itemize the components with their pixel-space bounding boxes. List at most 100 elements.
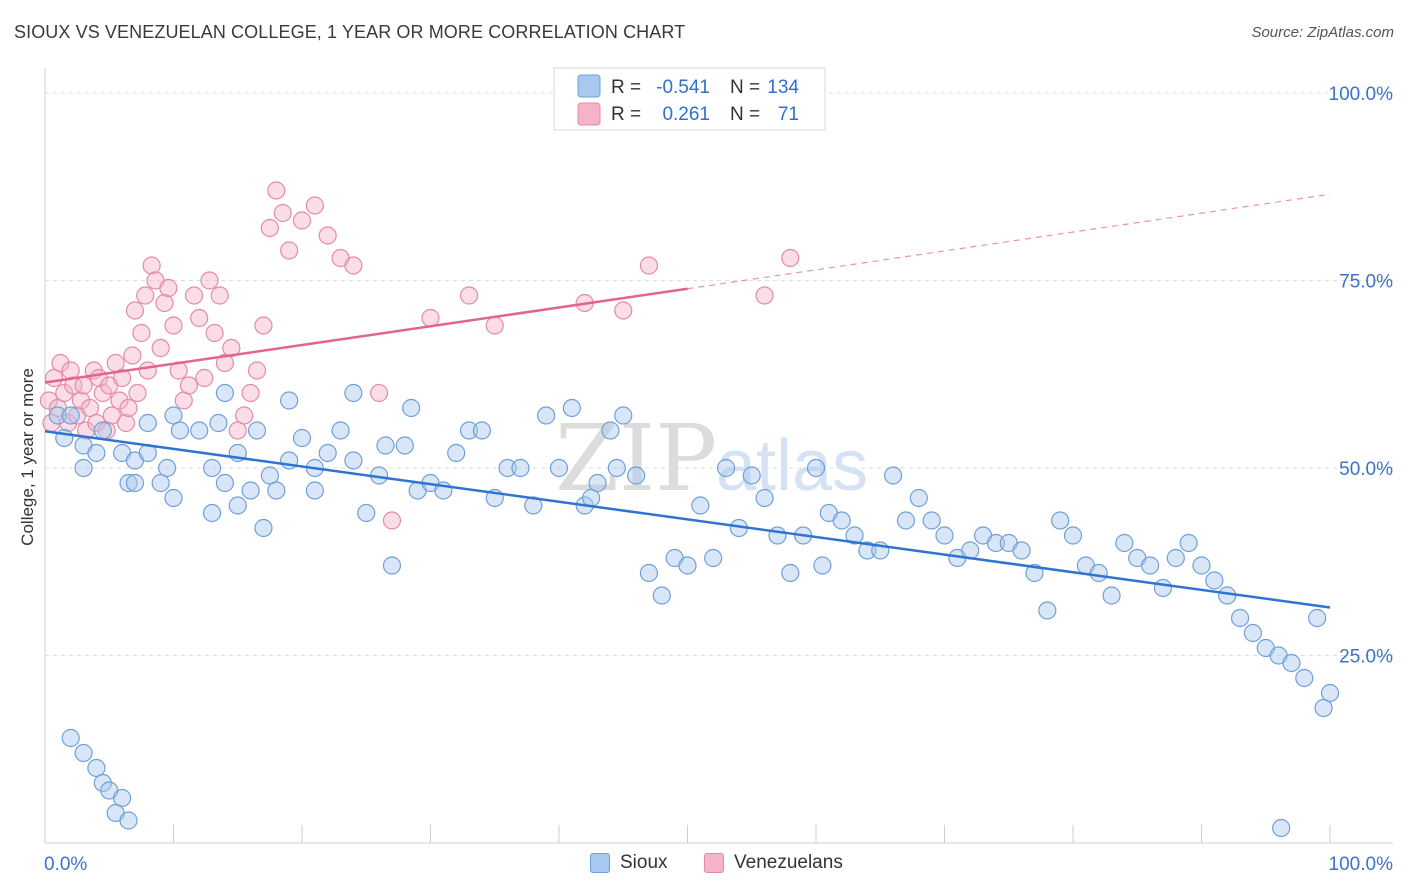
venezuelans-point (179, 376, 199, 395)
venezuelans-point (614, 301, 633, 320)
venezuelans-point (128, 383, 147, 403)
sioux-point (344, 383, 363, 403)
venezuelans-point (235, 406, 254, 425)
sioux-point (883, 466, 903, 485)
sioux-point (768, 526, 787, 545)
watermark-zip: ZIP (555, 405, 717, 512)
sioux-point (402, 398, 421, 418)
sioux-point (331, 421, 350, 440)
venezuelans-swatch (704, 853, 724, 873)
sioux-point (813, 556, 832, 575)
venezuelans-point (382, 511, 402, 530)
sioux-trend-line (44, 430, 1331, 609)
sioux-point (164, 488, 183, 508)
legend-n-label-venezuelans: N = (730, 104, 760, 125)
legend-r-label-venezuelans: R = (611, 104, 641, 125)
sioux-point (1153, 578, 1173, 598)
sioux-point (357, 503, 376, 523)
sioux-point (260, 466, 279, 485)
sioux-point (678, 556, 697, 575)
sioux-point (87, 758, 106, 778)
sioux-point (305, 481, 324, 500)
sioux-point (228, 496, 247, 515)
sioux-point (61, 406, 80, 425)
venezuelans-point (51, 353, 70, 373)
sioux-point (781, 563, 800, 583)
sioux-points (48, 383, 1340, 838)
venezuelans-point (80, 398, 100, 418)
sioux-point (639, 563, 659, 583)
venezuelans-point (215, 353, 234, 373)
legend-swatch-sioux (577, 74, 601, 98)
sioux-point (1308, 608, 1327, 628)
sioux-point (1089, 563, 1108, 583)
venezuelans-point (116, 413, 136, 433)
venezuelans-point (639, 256, 659, 275)
sioux-point (704, 548, 723, 568)
venezuelans-point (280, 241, 299, 260)
sioux-point (280, 391, 299, 410)
legend-n-value-venezuelans: 71 (778, 104, 799, 125)
sioux-point (1012, 541, 1031, 560)
sioux-point (1314, 698, 1333, 718)
sioux-point (1038, 601, 1057, 620)
sioux-point (1063, 526, 1083, 545)
sioux-point (909, 488, 928, 508)
venezuelans-point (485, 316, 504, 335)
venezuelans-point (142, 256, 161, 275)
sioux-point (1243, 623, 1263, 643)
venezuelans-point (123, 346, 142, 365)
venezuelans-point (200, 271, 219, 290)
sioux-point (1166, 548, 1185, 568)
sioux-point (447, 443, 466, 463)
sioux-point (1205, 571, 1224, 590)
venezuelans-point (273, 203, 292, 223)
venezuelans-point (132, 323, 151, 343)
sioux-point (202, 503, 222, 523)
venezuelans-point (151, 338, 170, 358)
sioux-point (376, 436, 395, 455)
sioux-point (806, 458, 826, 478)
venezuelans-point (74, 376, 93, 395)
venezuelans-point (102, 406, 121, 425)
legend-n-value-sioux: 134 (767, 77, 799, 98)
legend-n-label-sioux: N = (730, 77, 760, 98)
venezuelans-point (267, 181, 286, 200)
venezuelans-point (125, 301, 145, 320)
sioux-point (511, 458, 530, 478)
venezuelans-point (93, 383, 112, 403)
sioux-point (614, 406, 633, 425)
venezuelans-point (190, 308, 209, 328)
sioux-point (1295, 668, 1314, 688)
venezuelans-point (241, 383, 260, 403)
sioux-point (607, 458, 626, 478)
sioux-point (1320, 683, 1340, 703)
watermark: ZIP atlas (555, 405, 868, 512)
venezuelans-legend-label: Venezuelans (734, 852, 843, 873)
venezuelans-point (459, 286, 479, 305)
y-tick-labels: 25.0% 50.0% 75.0% 100.0% (1329, 84, 1394, 668)
venezuelans-point (292, 211, 312, 230)
sioux-point (61, 728, 80, 748)
venezuelans-point (195, 368, 214, 388)
sioux-point (1115, 533, 1134, 553)
sioux-point (601, 421, 620, 440)
sioux-point (549, 458, 569, 478)
sioux-point (125, 473, 145, 493)
venezuelans-point (136, 286, 155, 305)
sioux-point (755, 488, 774, 508)
sioux-point (190, 421, 209, 440)
sioux-point (267, 481, 286, 500)
sioux-point (986, 533, 1006, 553)
venezuelans-point (210, 286, 229, 305)
y-tick-label: 100.0% (1329, 84, 1394, 105)
series-legend-venezuelans: Venezuelans (704, 852, 843, 874)
sioux-point (241, 481, 260, 500)
sioux-point (922, 511, 941, 530)
sioux-point (1102, 586, 1121, 605)
sioux-point (74, 743, 93, 763)
sioux-point (1179, 533, 1198, 553)
venezuelans-point (344, 256, 363, 275)
sioux-point (832, 511, 851, 530)
